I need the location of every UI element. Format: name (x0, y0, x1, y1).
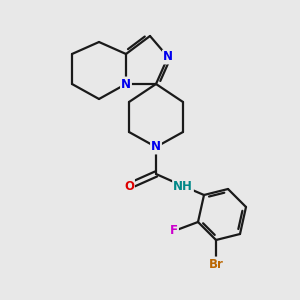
Text: N: N (121, 77, 131, 91)
Text: O: O (124, 179, 134, 193)
Text: Br: Br (208, 257, 224, 271)
Text: N: N (163, 50, 173, 64)
Text: NH: NH (173, 179, 193, 193)
Text: N: N (151, 140, 161, 154)
Text: F: F (170, 224, 178, 238)
